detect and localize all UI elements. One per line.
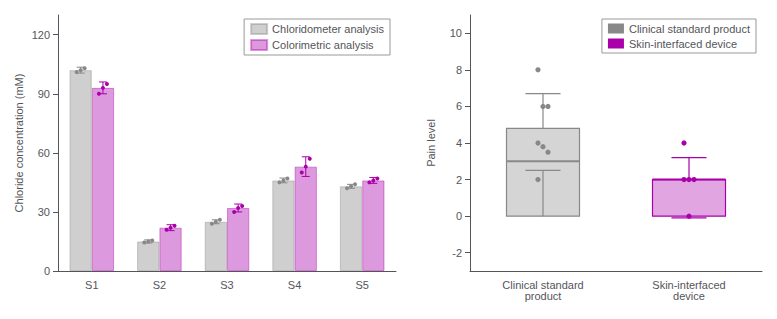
svg-text:Pain level: Pain level: [425, 119, 437, 167]
svg-text:device: device: [673, 290, 705, 302]
svg-text:Skin-interfaced device: Skin-interfaced device: [629, 38, 737, 50]
svg-text:S4: S4: [288, 279, 301, 291]
svg-text:90: 90: [38, 88, 50, 100]
svg-text:8: 8: [456, 64, 462, 76]
svg-text:Clinical standard product: Clinical standard product: [629, 23, 750, 35]
svg-text:S2: S2: [153, 279, 166, 291]
svg-text:60: 60: [38, 147, 50, 159]
svg-text:4: 4: [456, 137, 462, 149]
svg-text:S1: S1: [85, 279, 98, 291]
svg-text:-2: -2: [452, 247, 462, 259]
svg-text:S5: S5: [355, 279, 368, 291]
svg-text:0: 0: [44, 265, 50, 277]
svg-text:Chloridometer analysis: Chloridometer analysis: [272, 23, 384, 35]
svg-text:10: 10: [450, 27, 462, 39]
svg-text:Chloride concentration (mM): Chloride concentration (mM): [13, 74, 25, 213]
svg-text:120: 120: [32, 29, 50, 41]
svg-text:2: 2: [456, 174, 462, 186]
svg-text:Skin-interfaced: Skin-interfaced: [652, 278, 726, 291]
svg-text:30: 30: [38, 206, 50, 218]
svg-text:Colorimetric analysis: Colorimetric analysis: [272, 39, 374, 51]
svg-text:S3: S3: [220, 279, 233, 291]
svg-text:Clinical standard: Clinical standard: [502, 278, 584, 291]
svg-text:6: 6: [456, 100, 462, 112]
svg-text:product: product: [525, 290, 562, 302]
svg-text:0: 0: [456, 210, 462, 222]
